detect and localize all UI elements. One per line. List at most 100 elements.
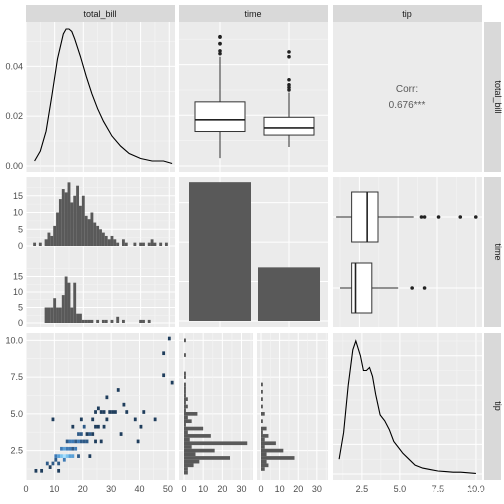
hist-bar [184, 459, 200, 464]
hist-bar [84, 215, 88, 246]
heatmap-cell [113, 410, 117, 414]
box-outlier [419, 215, 424, 219]
box-outlier [218, 51, 222, 56]
hist-bar [139, 319, 143, 323]
hist-bar [184, 434, 211, 438]
hist-bar [61, 189, 65, 246]
hist-bar [58, 307, 62, 323]
hist-bar [79, 205, 82, 246]
hist-bar [50, 235, 54, 246]
x-tick-label: 50 [163, 484, 173, 494]
hist-bar [79, 313, 82, 323]
hist-bar [70, 202, 74, 246]
hist-bar [104, 235, 108, 246]
hist-bar [87, 319, 91, 323]
hist-bar [44, 307, 48, 323]
hist-bar [184, 382, 186, 387]
heatmap-cell [167, 336, 171, 341]
row-strips: total_bill time tip [484, 22, 503, 480]
x-tick-label: 40 [135, 484, 145, 494]
x-tick-label: 10 [275, 484, 285, 494]
box-body [263, 116, 315, 136]
hist-bar [184, 393, 186, 398]
hist-bar [110, 235, 114, 246]
hist-bar [116, 242, 120, 246]
heatmap-cell [79, 439, 83, 444]
y-tick-label: 5.0 [10, 409, 23, 419]
strip-label-total-bill: total_bill [83, 9, 116, 19]
heatmap-cell [99, 439, 103, 444]
heatmap-cell [77, 454, 80, 458]
panel-box-tip-by-time [333, 177, 482, 327]
hist-bar [147, 319, 151, 323]
box-outlier [218, 41, 222, 46]
y-tick-label: 0 [18, 318, 23, 328]
heatmap-cell [91, 432, 95, 436]
hist-bar [110, 319, 114, 323]
box-outlier [218, 49, 222, 53]
hist-bar [107, 239, 111, 246]
hist-bar [104, 319, 108, 323]
hist-bar [261, 382, 263, 387]
hist-bar [44, 239, 48, 246]
hist-bar [84, 319, 88, 323]
hist-bar [47, 232, 51, 246]
hist-bar [33, 242, 37, 246]
strip-right-time [484, 177, 501, 327]
heatmap-cell [139, 424, 143, 429]
y-tick-label: 10 [13, 208, 23, 218]
hist-bar [150, 239, 154, 246]
hist-bar [184, 371, 186, 376]
heatmap-cell [71, 424, 75, 429]
panel-hist-tip-by-time [179, 333, 328, 480]
hist-bar [261, 441, 276, 446]
box-outlier [287, 77, 291, 82]
strip-label-right-time: time [493, 243, 503, 260]
y-tick-label: 5 [18, 224, 23, 234]
heatmap-cell [54, 454, 58, 458]
hist-bar [50, 307, 54, 323]
y-tick-label: 0.00 [5, 161, 23, 171]
density-line [338, 339, 476, 474]
heatmap-cell [96, 424, 100, 429]
x-tick-label: 20 [293, 484, 303, 494]
y-tick-label: 5 [18, 303, 23, 313]
heatmap-cell [65, 446, 69, 451]
heatmap-cell [68, 446, 72, 451]
heatmap-cell [82, 439, 86, 444]
x-tick-label: 10 [198, 484, 208, 494]
hist-bar [142, 242, 145, 246]
hist-bar [184, 408, 186, 413]
hist-bar [53, 225, 57, 246]
heatmap-cell [62, 454, 66, 458]
x-tick-label: 10 [49, 484, 59, 494]
hist-bar [184, 375, 186, 379]
heatmap-cell [34, 468, 38, 473]
hist-bar [76, 313, 80, 323]
strip-label-time: time [244, 9, 261, 19]
heatmap-cell [88, 454, 92, 458]
hist-bar [73, 195, 77, 246]
heatmap-cell [85, 432, 89, 436]
hist-bar [261, 452, 267, 457]
hist-bar [261, 463, 269, 468]
panel-corr-tip-total-bill: Corr: 0.676*** [333, 22, 482, 172]
heatmap-cell [153, 417, 157, 422]
panel-background [26, 333, 175, 480]
y-tick-label: 15 [13, 191, 23, 201]
hist-bar [99, 229, 102, 246]
heatmap-cell [79, 417, 83, 422]
corr-label: Corr: [396, 84, 418, 95]
hist-bar [67, 182, 71, 246]
heatmap-cell [133, 417, 137, 422]
box-outlier [422, 215, 427, 219]
hist-bar [101, 319, 105, 323]
facet-divider [253, 333, 257, 480]
hist-bar [184, 419, 192, 424]
box-outlier [410, 286, 414, 290]
heatmap-cell [48, 465, 52, 469]
hist-bar [184, 452, 196, 457]
heatmap-cell [62, 446, 66, 451]
x-tick-label: 0 [258, 484, 263, 494]
hist-bar [261, 448, 284, 453]
